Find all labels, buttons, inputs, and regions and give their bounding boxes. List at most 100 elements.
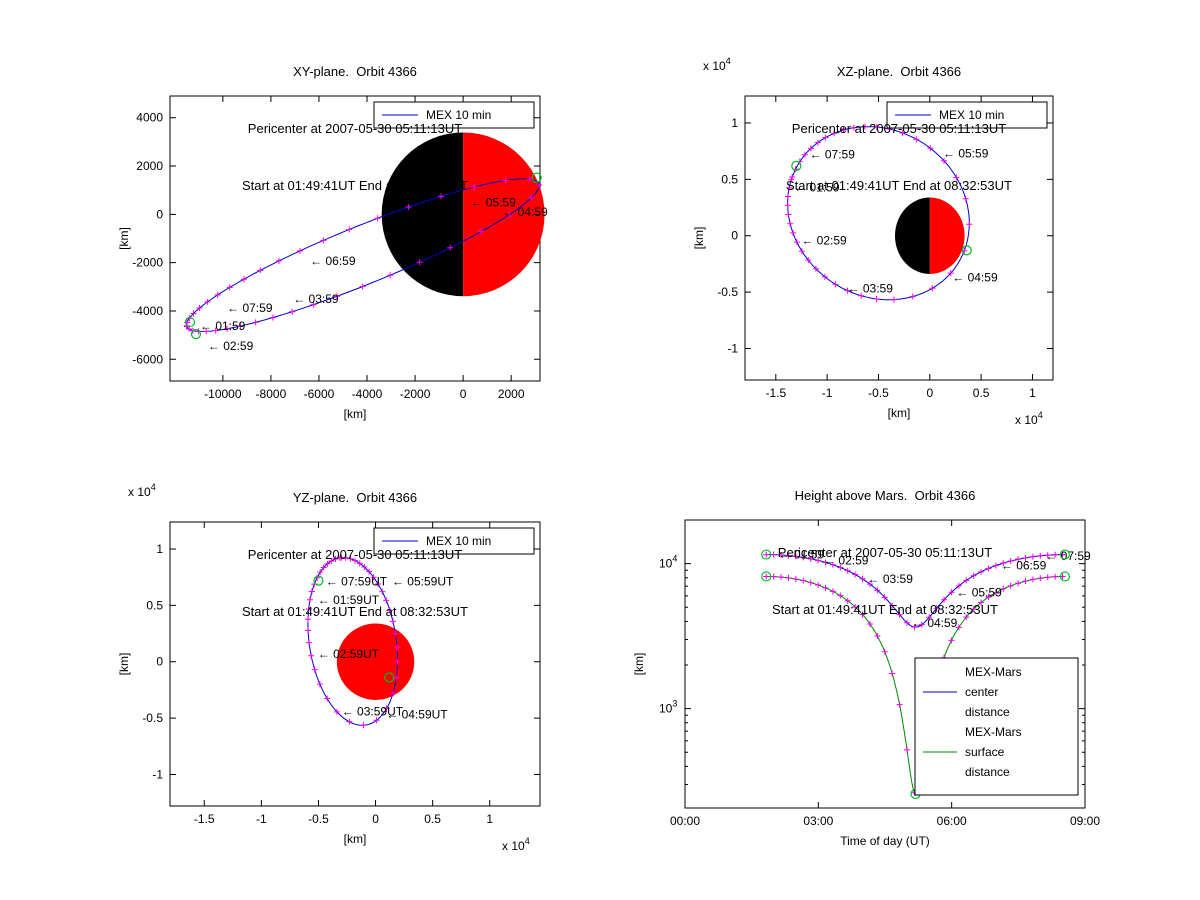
- legend-label: center: [965, 685, 998, 699]
- axis-ticks: [684, 520, 1086, 808]
- time-annotation: ← 06:59: [1001, 559, 1047, 573]
- title-line: Start at 01:49:41UT End at 08:32:53UT: [772, 602, 998, 617]
- y-tick-label: -2000: [132, 256, 163, 270]
- subplot-height: 00:00 03:00 06:00 09:00 104 103 Time of day (U…: [632, 519, 1100, 848]
- x-tick-label: 03:00: [803, 814, 833, 828]
- time-annotation: ← 03:59: [868, 572, 914, 586]
- time-annotation: ← 02:59: [823, 553, 869, 567]
- endpoint-marker: [961, 245, 972, 256]
- y-axis-label: [km]: [117, 227, 131, 250]
- time-annotation: ← 01:59: [200, 319, 246, 333]
- time-annotation: ← 02:59: [801, 233, 847, 247]
- endpoint-marker: [184, 316, 196, 328]
- y-tick-label: 2000: [136, 159, 163, 173]
- y-tick-label: 104: [659, 554, 677, 571]
- time-annotation: ← 05:59: [943, 146, 989, 160]
- ten-minute-markers: [183, 176, 543, 335]
- y-tick-label: -4000: [132, 304, 163, 318]
- x-tick-label: 0: [926, 386, 933, 400]
- x-tick-label: -2000: [400, 387, 431, 401]
- x-tick-label: -10000: [204, 387, 242, 401]
- legend-label: MEX-Mars: [965, 725, 1022, 739]
- x-tick-label: 0: [372, 812, 379, 826]
- x-tick-label: 00:00: [670, 814, 700, 828]
- endpoint-marker: [531, 172, 542, 183]
- x-tick-label: -0.5: [308, 812, 329, 826]
- endpoint-marker: [190, 329, 202, 340]
- time-annotation: ← 05:59: [956, 585, 1002, 599]
- mars-night-side: [894, 197, 930, 274]
- axis-ticks: [745, 96, 1053, 380]
- y-tick-label: 0: [731, 229, 738, 243]
- time-annotation: ← 01:59: [779, 548, 825, 562]
- title-line: Pericenter at 2007-05-30 05:11:13UT: [247, 547, 463, 562]
- y-tick-label: -6000: [132, 352, 163, 366]
- x-tick-label: -1.5: [194, 812, 215, 826]
- time-annotation: ← 07:59: [810, 148, 856, 162]
- x-tick-label: -6000: [304, 387, 335, 401]
- endpoint-marker: [313, 575, 324, 586]
- time-annotation: ← 07:59: [1045, 549, 1091, 563]
- axis-ticks: [170, 522, 540, 806]
- x-axis-label: [km]: [344, 407, 367, 421]
- title-line: YZ-plane. Orbit 4366: [292, 490, 418, 505]
- axis-ticks: [170, 96, 540, 381]
- time-annotation: ← 02:59UT: [318, 647, 380, 661]
- legend-label: distance: [965, 705, 1010, 719]
- y-tick-label: 1: [156, 542, 163, 556]
- x-tick-label: 0.5: [973, 386, 990, 400]
- subplot-yz: -1.5 -1 -0.5 0 0.5 1 -1 -0.5 0 0.5 1 [km] [km] x 104 x…: [117, 482, 541, 853]
- x-tick-label: -1.5: [765, 386, 786, 400]
- title-line: Pericenter at 2007-05-30 05:11:13UT: [777, 545, 993, 560]
- x-tick-label: -4000: [352, 387, 383, 401]
- subplot-yz-title: YZ-plane. Orbit 4366 Pericenter at 2007-…: [155, 450, 555, 659]
- time-annotation: ← 01:59: [794, 180, 840, 194]
- y-tick-label: -1: [152, 767, 163, 781]
- x-tick-label: 2000: [498, 387, 525, 401]
- legend-label: surface: [965, 745, 1005, 759]
- time-annotation: ← 04:59: [502, 205, 548, 219]
- ten-minute-markers-center: [763, 551, 1066, 631]
- y-axis-exponent: x 104: [703, 56, 731, 73]
- time-annotation: ← 02:59: [208, 339, 254, 353]
- title-line: XY-plane. Orbit 4366: [293, 64, 417, 79]
- time-annotation: ← 07:59: [227, 301, 273, 315]
- title-line: Pericenter at 2007-05-30 05:11:13UT: [247, 121, 463, 136]
- x-axis-label: [km]: [888, 406, 911, 420]
- time-annotation: ← 04:59: [912, 616, 958, 630]
- legend-box: [914, 657, 1079, 796]
- endpoint-marker: [1059, 549, 1071, 560]
- title-line: Height above Mars. Orbit 4366: [794, 488, 976, 503]
- x-tick-label: 06:00: [937, 814, 967, 828]
- endpoint-marker: [1059, 571, 1071, 582]
- y-tick-label: 0: [156, 207, 163, 221]
- y-axis-label: [km]: [692, 227, 706, 250]
- x-tick-label: -0.5: [868, 386, 889, 400]
- subplot-height-title: Height above Mars. Orbit 4366 Pericenter…: [685, 448, 1085, 657]
- y-tick-label: 4000: [136, 111, 163, 125]
- x-axis-label: [km]: [344, 832, 367, 846]
- time-annotation: ← 07:59UT: [326, 575, 388, 589]
- mars-night-side: [381, 132, 464, 297]
- time-annotation: ← 06:59: [310, 254, 356, 268]
- x-axis-exponent: x 104: [1015, 410, 1043, 427]
- orbit-path: [787, 126, 970, 301]
- time-annotation: ← 01:59UT: [318, 593, 380, 607]
- y-tick-label: 0.5: [721, 172, 738, 186]
- x-tick-label: -1: [822, 386, 833, 400]
- time-annotation: ← 04:59: [952, 270, 998, 284]
- time-annotation: ← 03:59UT: [342, 704, 404, 718]
- x-tick-label: 09:00: [1070, 814, 1100, 828]
- subplot-xy: -10000 -8000 -6000 -4000 -2000 0 2000 -6000 -400…: [117, 95, 548, 421]
- legend-label: MEX 10 min: [426, 108, 491, 122]
- ten-minute-markers: [784, 123, 973, 303]
- endpoint-marker: [761, 571, 772, 582]
- y-tick-label: 0.5: [146, 598, 163, 612]
- endpoint-marker: [761, 549, 772, 560]
- endpoint-marker: [384, 672, 395, 683]
- title-line: Start at 01:49:41UT End at 08:32:53UT: [242, 178, 468, 193]
- mars-disk: [336, 623, 415, 700]
- y-tick-label: 0: [156, 655, 163, 669]
